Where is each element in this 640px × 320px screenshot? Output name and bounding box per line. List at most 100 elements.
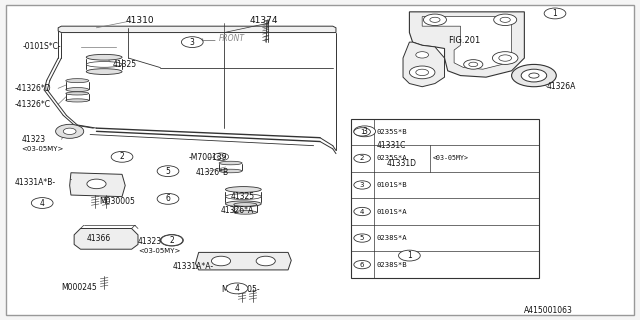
Ellipse shape (234, 211, 257, 214)
Text: 0235S*B: 0235S*B (377, 129, 408, 135)
Circle shape (31, 197, 53, 208)
Circle shape (354, 234, 371, 242)
Text: 41366: 41366 (87, 234, 111, 243)
Text: M030005: M030005 (100, 197, 136, 206)
Text: 2: 2 (120, 152, 124, 161)
Polygon shape (410, 12, 524, 77)
Text: <03-05MY>: <03-05MY> (21, 146, 63, 152)
Text: -0101S*C-: -0101S*C- (23, 42, 61, 52)
Text: FIG.201: FIG.201 (448, 36, 480, 45)
Text: 0235S*A: 0235S*A (377, 156, 408, 161)
Text: 41326*B: 41326*B (195, 168, 228, 177)
Circle shape (211, 256, 230, 266)
Text: 41331A*A-: 41331A*A- (173, 262, 214, 271)
Text: 3: 3 (360, 182, 364, 188)
Text: -41326*D: -41326*D (15, 84, 51, 93)
Ellipse shape (219, 161, 242, 165)
Text: 41326*A: 41326*A (221, 206, 254, 215)
Circle shape (464, 60, 483, 69)
Text: M030005-: M030005- (221, 284, 260, 293)
Text: 0101S*A: 0101S*A (377, 209, 408, 214)
Ellipse shape (225, 201, 261, 207)
Ellipse shape (86, 54, 122, 60)
Ellipse shape (86, 69, 122, 75)
Text: A415001063: A415001063 (524, 306, 573, 315)
Text: FRONT: FRONT (219, 35, 245, 44)
Circle shape (217, 155, 225, 159)
Circle shape (511, 64, 556, 87)
Circle shape (399, 250, 420, 261)
Text: 5: 5 (360, 235, 364, 241)
Text: 41326A: 41326A (547, 82, 576, 91)
Text: 41325: 41325 (113, 60, 136, 69)
Circle shape (354, 260, 371, 269)
Circle shape (181, 37, 203, 48)
Text: 3: 3 (362, 127, 367, 136)
Polygon shape (70, 173, 125, 197)
Text: M000245: M000245 (61, 283, 97, 292)
Text: 0101S*B: 0101S*B (377, 182, 408, 188)
Circle shape (430, 17, 440, 22)
Circle shape (500, 17, 510, 22)
Circle shape (386, 158, 405, 168)
Circle shape (544, 8, 566, 19)
Text: 1: 1 (360, 129, 364, 135)
Circle shape (499, 55, 511, 61)
Ellipse shape (66, 79, 89, 83)
Text: -M700139: -M700139 (189, 153, 228, 162)
Ellipse shape (225, 194, 261, 199)
Ellipse shape (219, 169, 242, 173)
Text: 4: 4 (40, 198, 45, 207)
Text: 6: 6 (166, 194, 170, 204)
Polygon shape (376, 154, 415, 176)
Text: 1: 1 (552, 9, 557, 18)
Circle shape (256, 256, 275, 266)
Ellipse shape (66, 88, 89, 92)
Text: 5: 5 (166, 167, 170, 176)
Circle shape (213, 153, 228, 161)
Text: 0238S*A: 0238S*A (377, 235, 408, 241)
Circle shape (87, 179, 106, 189)
Ellipse shape (234, 203, 257, 206)
Text: <03-05MY>: <03-05MY> (138, 248, 180, 254)
Ellipse shape (225, 187, 261, 192)
Circle shape (157, 194, 179, 204)
Text: -41326*C: -41326*C (15, 100, 51, 109)
Ellipse shape (66, 99, 89, 102)
Circle shape (161, 235, 183, 246)
Polygon shape (422, 17, 511, 69)
Circle shape (63, 128, 76, 134)
Circle shape (157, 166, 179, 177)
Text: 41310: 41310 (125, 16, 154, 25)
Circle shape (354, 207, 371, 216)
Circle shape (56, 124, 84, 138)
Circle shape (468, 62, 477, 67)
Text: 41323: 41323 (138, 237, 162, 246)
Circle shape (403, 156, 413, 161)
Ellipse shape (66, 92, 89, 95)
Circle shape (354, 154, 371, 163)
Circle shape (410, 66, 435, 79)
Circle shape (493, 14, 516, 26)
Text: 2: 2 (170, 236, 174, 245)
Text: 41331D: 41331D (387, 159, 417, 168)
Circle shape (354, 126, 376, 137)
Circle shape (354, 128, 371, 136)
Text: 41325: 41325 (230, 192, 255, 201)
Text: 41331C: 41331C (376, 141, 406, 150)
Text: 41331A*B-: 41331A*B- (15, 178, 56, 187)
Circle shape (161, 235, 182, 246)
Polygon shape (195, 252, 291, 270)
Polygon shape (403, 42, 445, 87)
Circle shape (529, 73, 539, 78)
Circle shape (416, 52, 429, 58)
FancyBboxPatch shape (351, 119, 539, 278)
Text: 2: 2 (360, 156, 364, 161)
Text: 3: 3 (190, 38, 195, 47)
Text: <03-05MY>: <03-05MY> (433, 156, 468, 161)
Polygon shape (58, 26, 336, 33)
Circle shape (424, 14, 447, 26)
Text: 1: 1 (407, 251, 412, 260)
Circle shape (416, 69, 429, 76)
Polygon shape (74, 228, 138, 249)
